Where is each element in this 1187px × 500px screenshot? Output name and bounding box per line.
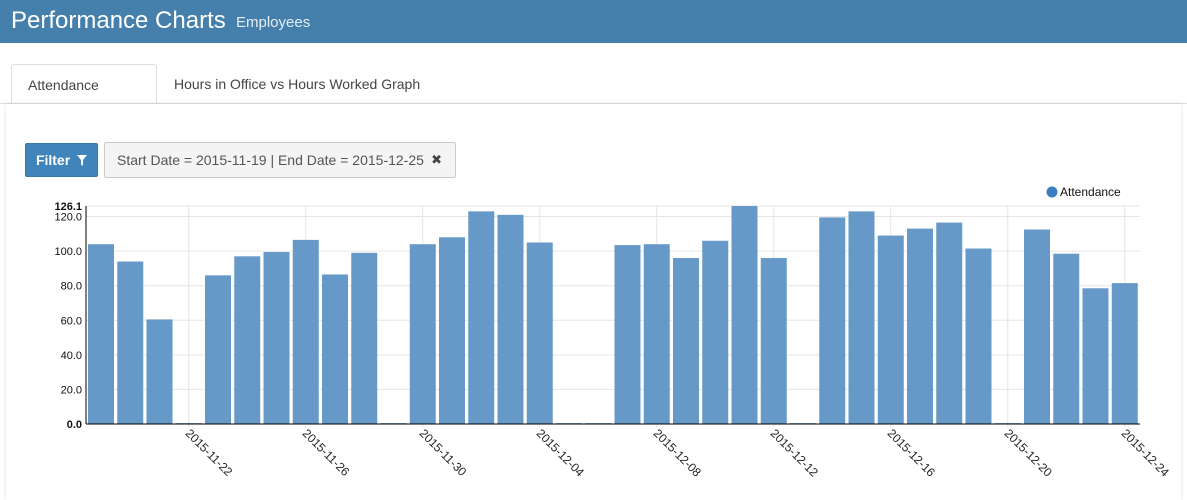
y-tick-label: 40.0 <box>61 350 82 362</box>
bar-2015-11-19[interactable] <box>88 244 114 424</box>
bar-2015-12-24[interactable] <box>1111 283 1138 424</box>
bar-2015-12-21[interactable] <box>1024 229 1050 424</box>
funnel-icon <box>77 154 88 166</box>
filter-button-label: Filter <box>35 152 71 168</box>
bar-2015-11-20[interactable] <box>117 261 144 424</box>
bar-2015-11-26[interactable] <box>292 239 319 424</box>
bar-2015-12-16[interactable] <box>877 235 904 424</box>
bar-2015-12-11[interactable] <box>731 206 758 424</box>
bar-2015-11-30[interactable] <box>409 244 436 424</box>
tab-divider <box>0 103 1187 104</box>
close-icon[interactable]: ✖ <box>431 152 442 167</box>
x-tick-label: 2015-12-08 <box>651 426 705 480</box>
bar-2015-11-24[interactable] <box>234 256 261 424</box>
y-tick-label: 100.0 <box>54 246 82 258</box>
bar-2015-12-01[interactable] <box>439 237 465 424</box>
bar-2015-11-21[interactable] <box>146 319 173 424</box>
bar-2015-12-09[interactable] <box>673 258 699 424</box>
page-title: Performance Charts <box>11 7 226 34</box>
bar-2015-11-23[interactable] <box>205 275 231 424</box>
bar-2015-12-04[interactable] <box>526 242 553 424</box>
bar-2015-12-19[interactable] <box>965 248 992 424</box>
tab-hours-graph[interactable]: Hours in Office vs Hours Worked Graph <box>174 76 421 92</box>
bar-2015-12-02[interactable] <box>468 211 495 424</box>
bar-2015-12-12[interactable] <box>760 258 787 424</box>
bar-2015-12-03[interactable] <box>497 214 524 424</box>
bar-2015-12-17[interactable] <box>907 228 933 424</box>
y-tick-label: 60.0 <box>61 315 82 327</box>
filter-chip[interactable]: Start Date = 2015-11-19 | End Date = 201… <box>104 142 456 178</box>
x-tick-label: 2015-12-04 <box>534 426 588 480</box>
x-tick-label: 2015-12-20 <box>1002 426 1056 480</box>
bar-2015-12-15[interactable] <box>848 211 875 424</box>
bar-2015-12-10[interactable] <box>702 240 729 424</box>
x-tick-label: 2015-11-30 <box>417 426 470 479</box>
y-tick-label: 0.0 <box>67 419 82 431</box>
x-tick-label: 2015-12-12 <box>768 426 822 480</box>
y-tick-label: 20.0 <box>61 384 82 396</box>
x-axis-ticks: 2015-11-22 2015-11-26 2015-11-30 2015-12-04… <box>183 426 1173 480</box>
x-tick-label: 2015-12-16 <box>885 426 939 480</box>
bar-2015-11-27[interactable] <box>322 274 348 424</box>
y-tick-label: 126.1 <box>54 201 82 213</box>
bar-2015-11-25[interactable] <box>263 251 290 424</box>
filter-chip-text: Start Date = 2015-11-19 | End Date = 201… <box>117 152 424 168</box>
chart-bars <box>88 206 1138 425</box>
x-tick-label: 2015-11-22 <box>183 426 236 479</box>
chart-legend[interactable]: Attendance <box>1046 185 1122 199</box>
legend-swatch <box>1046 186 1058 198</box>
y-tick-label: 120.0 <box>54 212 82 224</box>
x-tick-label: 2015-11-26 <box>300 426 353 479</box>
bar-2015-12-08[interactable] <box>643 244 670 424</box>
bar-2015-12-18[interactable] <box>936 222 963 424</box>
app-header: Performance Charts Employees <box>0 0 1187 43</box>
bar-2015-12-22[interactable] <box>1053 253 1080 424</box>
bar-2015-11-28[interactable] <box>351 252 378 424</box>
page-subtitle: Employees <box>236 14 311 31</box>
filter-button[interactable]: Filter <box>25 143 98 177</box>
bar-2015-12-07[interactable] <box>614 245 641 424</box>
x-tick-label: 2015-12-24 <box>1119 426 1173 480</box>
bar-2015-12-23[interactable] <box>1082 288 1109 424</box>
y-tick-label: 80.0 <box>61 281 82 293</box>
bar-2015-12-14[interactable] <box>819 217 846 424</box>
legend-label: Attendance <box>1060 185 1121 199</box>
